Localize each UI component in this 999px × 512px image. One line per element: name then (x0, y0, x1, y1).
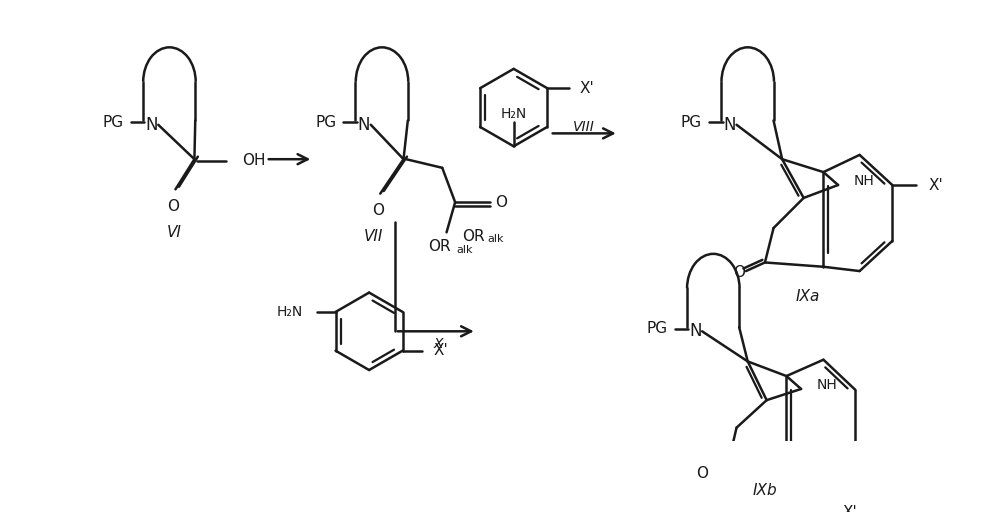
Text: PG: PG (316, 115, 337, 130)
Text: IXb: IXb (752, 483, 777, 498)
Text: N: N (358, 116, 371, 134)
Text: X': X' (842, 504, 857, 512)
Text: NH: NH (816, 378, 837, 392)
Text: N: N (689, 322, 701, 340)
Text: X': X' (434, 343, 449, 358)
Text: OR: OR (429, 240, 451, 254)
Text: H₂N: H₂N (277, 305, 303, 319)
Text: N: N (145, 116, 158, 134)
Text: PG: PG (681, 115, 702, 130)
Text: alk: alk (457, 245, 474, 254)
Text: N: N (723, 116, 736, 134)
Text: VIII: VIII (573, 120, 595, 134)
Text: O: O (372, 203, 384, 218)
Text: PG: PG (103, 115, 124, 130)
Text: OR: OR (462, 229, 485, 244)
Text: H₂N: H₂N (500, 106, 526, 121)
Text: NH: NH (853, 174, 874, 188)
Text: X': X' (579, 81, 594, 96)
Text: O: O (496, 195, 507, 210)
Text: IXa: IXa (796, 289, 820, 304)
Text: O: O (167, 199, 179, 214)
Text: X: X (434, 337, 443, 351)
Text: X': X' (928, 178, 943, 193)
Text: alk: alk (487, 234, 503, 244)
Text: O: O (733, 265, 745, 280)
Text: VII: VII (364, 229, 383, 244)
Text: OH: OH (242, 154, 266, 168)
Text: VI: VI (166, 225, 181, 240)
Text: PG: PG (646, 321, 667, 336)
Text: O: O (696, 466, 708, 481)
